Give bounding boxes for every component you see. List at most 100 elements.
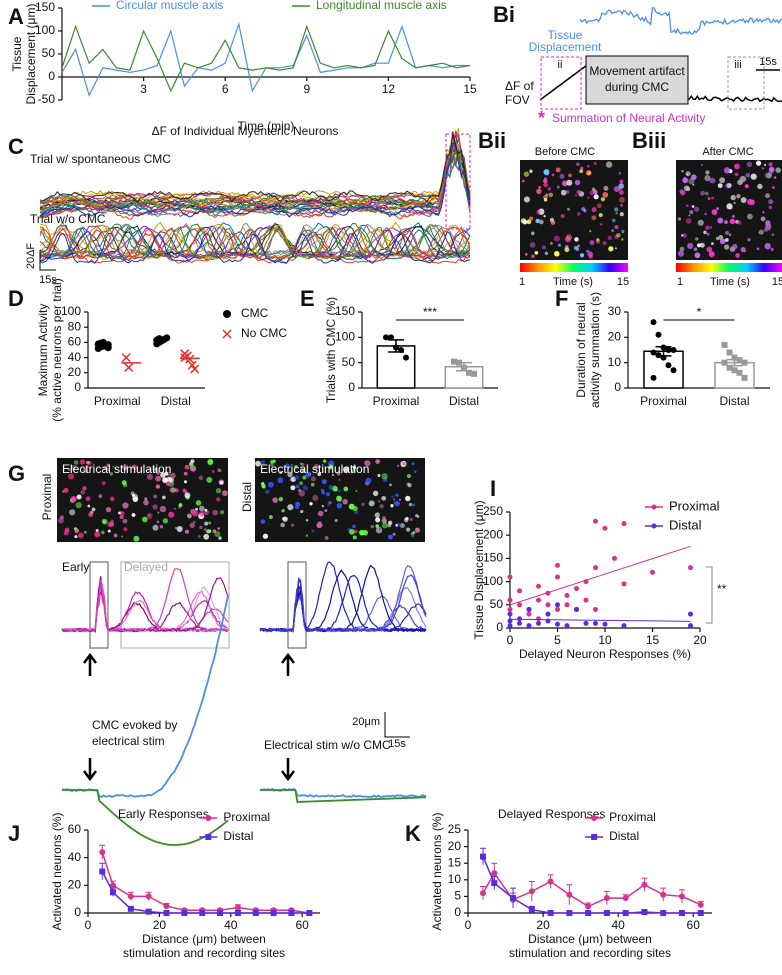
cell	[98, 494, 103, 499]
y-axis-label: Tissue Displacement (μm)	[472, 500, 486, 639]
marker	[603, 895, 610, 902]
cell	[74, 527, 77, 530]
significance-bracket	[706, 566, 713, 624]
cell	[199, 505, 205, 512]
cell	[539, 219, 544, 225]
y-tick-label: 50	[490, 597, 504, 611]
cell	[694, 206, 700, 212]
inset-box	[445, 133, 471, 230]
cell	[755, 160, 762, 166]
trial-label: Trial w/ spontaneous CMC	[30, 152, 171, 166]
cell	[756, 247, 760, 251]
cell	[566, 179, 573, 186]
point	[574, 586, 579, 592]
cell	[381, 495, 387, 501]
cell	[110, 496, 115, 502]
point	[593, 620, 598, 626]
cell	[589, 230, 592, 233]
cell	[551, 173, 555, 177]
cell	[88, 512, 93, 518]
trace	[61, 590, 229, 633]
cell	[309, 502, 313, 506]
marker	[660, 910, 667, 916]
panel-label: E	[300, 286, 315, 311]
y-axis-label: (% active neurons per trial)	[50, 278, 64, 421]
cell	[549, 241, 553, 245]
point	[621, 581, 627, 587]
cell	[83, 468, 88, 473]
cell	[596, 203, 602, 209]
colorbar-label: 15	[772, 276, 782, 288]
cell	[543, 215, 546, 218]
cell	[682, 177, 689, 184]
colorbar-label: 1	[677, 276, 683, 288]
legend-marker	[205, 834, 212, 840]
marker	[104, 344, 112, 352]
y-tick-label: 60	[68, 822, 82, 836]
legend-marker	[651, 523, 657, 529]
cell	[615, 212, 618, 215]
y-tick-label: 50	[342, 355, 356, 369]
cell	[526, 219, 532, 225]
cell	[381, 473, 388, 480]
cell	[587, 165, 590, 168]
cell	[767, 227, 771, 231]
cell	[621, 229, 625, 234]
cell	[543, 169, 550, 175]
marker	[741, 359, 748, 366]
side-label: Distal	[240, 482, 254, 512]
cell	[620, 204, 623, 207]
point	[555, 574, 560, 580]
marker	[121, 353, 131, 363]
panel-label: K	[405, 821, 421, 846]
cell	[410, 534, 415, 538]
cell	[413, 470, 417, 473]
cell	[726, 203, 733, 210]
trace	[39, 129, 471, 208]
cell	[184, 492, 191, 499]
cell	[287, 504, 294, 511]
inset-label: iii	[734, 59, 741, 71]
cell	[334, 519, 338, 523]
cell	[272, 459, 276, 464]
cell	[683, 176, 686, 179]
cell	[342, 466, 349, 473]
cell	[534, 251, 539, 255]
cell	[699, 242, 705, 248]
cell	[295, 484, 300, 489]
cell	[277, 477, 284, 484]
cell	[724, 244, 730, 250]
box-label: Movement artifact	[589, 64, 685, 78]
cell	[588, 254, 593, 259]
x-tick-label: 5	[554, 633, 561, 647]
y-tick-label: 20	[68, 365, 82, 379]
cell	[152, 524, 159, 531]
cell	[574, 194, 578, 197]
x-tick-label: 20	[536, 918, 550, 932]
point	[517, 616, 522, 622]
panel-label: A	[8, 4, 24, 29]
cell	[285, 463, 290, 469]
cell	[199, 525, 203, 530]
point	[507, 574, 513, 580]
cell	[703, 230, 707, 235]
cell	[377, 474, 381, 477]
cell	[221, 490, 228, 497]
marker	[547, 878, 554, 885]
y-tick-label: 10	[448, 872, 462, 886]
cell	[317, 472, 322, 477]
cell	[685, 204, 689, 208]
marker	[731, 367, 738, 374]
cell	[724, 220, 728, 224]
cell	[361, 502, 365, 507]
cell	[70, 495, 77, 503]
cell	[63, 530, 69, 536]
cell	[614, 247, 617, 250]
cell	[412, 503, 416, 507]
cell	[547, 187, 552, 191]
cell	[708, 251, 715, 258]
cell	[560, 214, 565, 219]
cell	[574, 179, 581, 186]
point	[507, 623, 513, 629]
cell	[218, 536, 222, 540]
